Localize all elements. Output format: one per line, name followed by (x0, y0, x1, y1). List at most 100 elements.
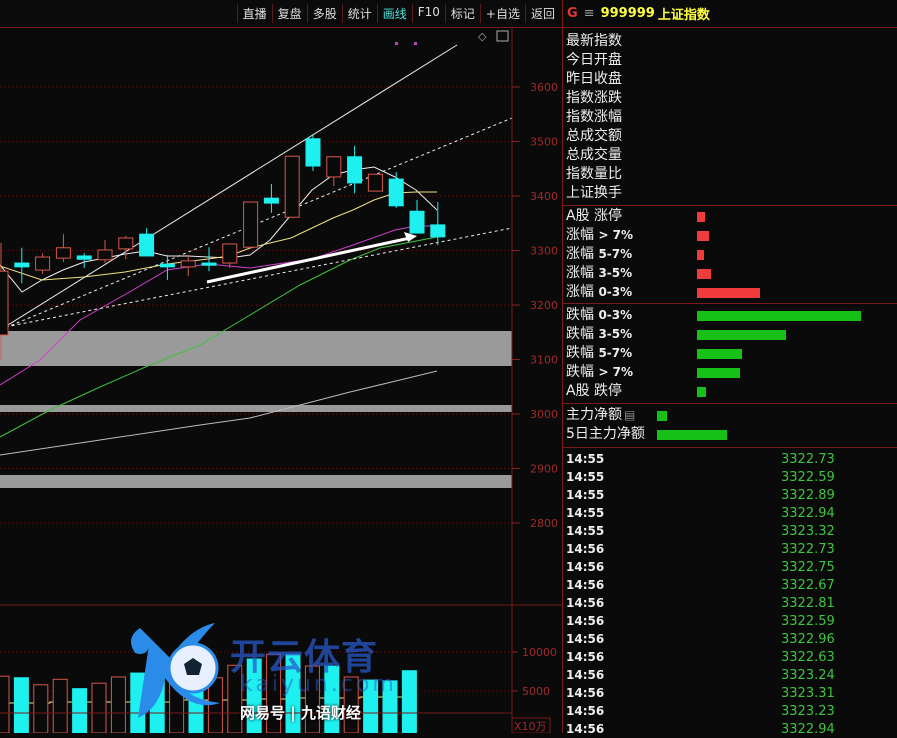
stat-label: 总成交量 (566, 147, 622, 163)
volume-axis-label: 5000 (522, 685, 550, 698)
candle-body (76, 255, 92, 260)
menu-icon[interactable]: ≡ (583, 6, 595, 21)
net-row[interactable]: 5日主力净额 (563, 425, 897, 444)
candle-body (243, 201, 259, 248)
down-label: A股 跌停 (563, 382, 622, 401)
candle-body (118, 237, 134, 250)
statistics-button[interactable]: 统计 (341, 4, 377, 23)
replay-button[interactable]: 复盘 (271, 4, 307, 23)
panel-toggle-icon (496, 30, 509, 42)
stat-label: 总成交额 (566, 128, 622, 144)
volume-bar (91, 682, 107, 733)
trend-line-lower (0, 227, 513, 329)
price-axis-label: 3400 (530, 190, 558, 203)
tick-time: 14:56 (566, 668, 605, 682)
down-row[interactable]: A股 跌停 (563, 382, 897, 401)
down-bar (697, 387, 706, 397)
down-bar (697, 311, 861, 321)
tick-row: 14:55 3322.59 (563, 468, 897, 486)
main-net-flow: 主力净额 ▤ 5日主力净额 (563, 404, 897, 448)
net-row[interactable]: 主力净额 ▤ (563, 406, 897, 425)
f10-button[interactable]: F10 (411, 4, 445, 23)
decline-distribution: 跌幅 0-3% 跌幅 3-5% 跌幅 5-7% 跌幅 > 7% A股 跌停 (563, 304, 897, 404)
tick-time: 14:56 (566, 650, 605, 664)
volume-bar (401, 670, 417, 733)
ma120-line (0, 370, 438, 456)
bucket-range: > 7% (598, 228, 634, 242)
volume-bar (33, 684, 49, 733)
add-watchlist-button[interactable]: +自选 (479, 4, 525, 23)
stat-label: 指数涨幅 (566, 109, 622, 125)
volume-bar (304, 665, 320, 733)
volume-bar (52, 678, 68, 733)
down-bar (697, 330, 786, 340)
tick-price: 3323.24 (781, 668, 835, 683)
down-row[interactable]: 跌幅 5-7% (563, 344, 897, 363)
ma60-line (0, 236, 438, 438)
tick-price: 3322.96 (781, 632, 835, 647)
arrow-head-icon (404, 232, 417, 242)
tick-time: 14:56 (566, 542, 605, 556)
kline-chart[interactable]: 3600 3500 3400 3300 3200 3100 3000 2900 2800 ◇ 100… (0, 28, 562, 733)
tick-time: 14:55 (566, 488, 605, 502)
tick-row: 14:55 3323.32 (563, 522, 897, 540)
tick-row: 14:55 3322.89 (563, 486, 897, 504)
volume-unit-label: X10万 (514, 720, 547, 733)
bucket-label: 跌幅 (566, 326, 594, 342)
up-row[interactable]: 涨幅 5-7% (563, 245, 897, 264)
down-row[interactable]: 跌幅 > 7% (563, 363, 897, 382)
bucket-label: 跌幅 (566, 307, 594, 323)
tick-row: 14:56 3323.31 (563, 684, 897, 702)
up-bar (697, 250, 704, 260)
candle-body (263, 197, 279, 204)
draw-line-button[interactable]: 画线 (376, 4, 412, 23)
marker-dot (414, 42, 417, 45)
up-label: 涨幅 3-5% (563, 264, 632, 283)
stat-label: 上证换手 (566, 185, 622, 201)
back-button[interactable]: 返回 (524, 4, 560, 23)
up-row[interactable]: 涨幅 0-3% (563, 283, 897, 302)
tick-price: 3322.94 (781, 506, 835, 521)
down-bar (697, 349, 742, 359)
index-name: 上证指数 (657, 8, 710, 23)
volume-bar (382, 680, 398, 733)
volume-bar (246, 658, 262, 733)
candle-body (430, 224, 446, 238)
volume-axis-label: 10000 (522, 646, 557, 659)
mark-button[interactable]: 标记 (444, 4, 480, 23)
up-bar (697, 269, 711, 279)
down-row[interactable]: 跌幅 3-5% (563, 325, 897, 344)
down-row[interactable]: 跌幅 0-3% (563, 306, 897, 325)
up-row[interactable]: 涨幅 > 7% (563, 226, 897, 245)
tick-list[interactable]: 14:55 3322.73 14:55 3322.59 14:55 3322.89 14:5… (563, 448, 897, 738)
bucket-label: 涨幅 (566, 227, 594, 243)
down-label: 跌幅 5-7% (563, 344, 632, 363)
volume-bar (207, 677, 223, 733)
tick-row: 14:56 3322.67 (563, 576, 897, 594)
bucket-label: 5日主力净额 (566, 426, 645, 442)
net-label: 主力净额 ▤ (563, 406, 635, 425)
volume-bar (188, 662, 204, 733)
advance-distribution: A股 涨停 涨幅 > 7% 涨幅 5-7% 涨幅 3-5% 涨幅 0-3% (563, 206, 897, 304)
down-label: 跌幅 > 7% (563, 363, 633, 382)
up-row[interactable]: 涨幅 3-5% (563, 264, 897, 283)
panel-header: G ≡ 999999 上证指数 (563, 0, 897, 28)
multi-stock-button[interactable]: 多股 (306, 4, 342, 23)
volume-unit-box (511, 717, 551, 733)
tick-price: 3323.23 (781, 704, 835, 719)
price-axis-label: 3300 (530, 245, 558, 258)
volume-bar (324, 665, 340, 733)
stat-label: 指数量比 (566, 166, 622, 182)
live-button[interactable]: 直播 (236, 4, 272, 23)
gap-band (0, 405, 512, 412)
bucket-label: A股 涨停 (566, 208, 623, 224)
volume-bar (363, 679, 379, 733)
up-row[interactable]: A股 涨停 (563, 207, 897, 226)
toolbar-buttons: 直播 复盘 多股 统计 画线 F10 标记 +自选 返回 (236, 4, 560, 23)
detail-icon[interactable]: ▤ (624, 408, 636, 422)
price-axis-label: 3600 (530, 81, 558, 94)
bucket-range: > 7% (598, 365, 634, 379)
up-bar (697, 288, 760, 298)
tick-row: 14:56 3323.24 (563, 666, 897, 684)
volume-bar (13, 677, 29, 733)
